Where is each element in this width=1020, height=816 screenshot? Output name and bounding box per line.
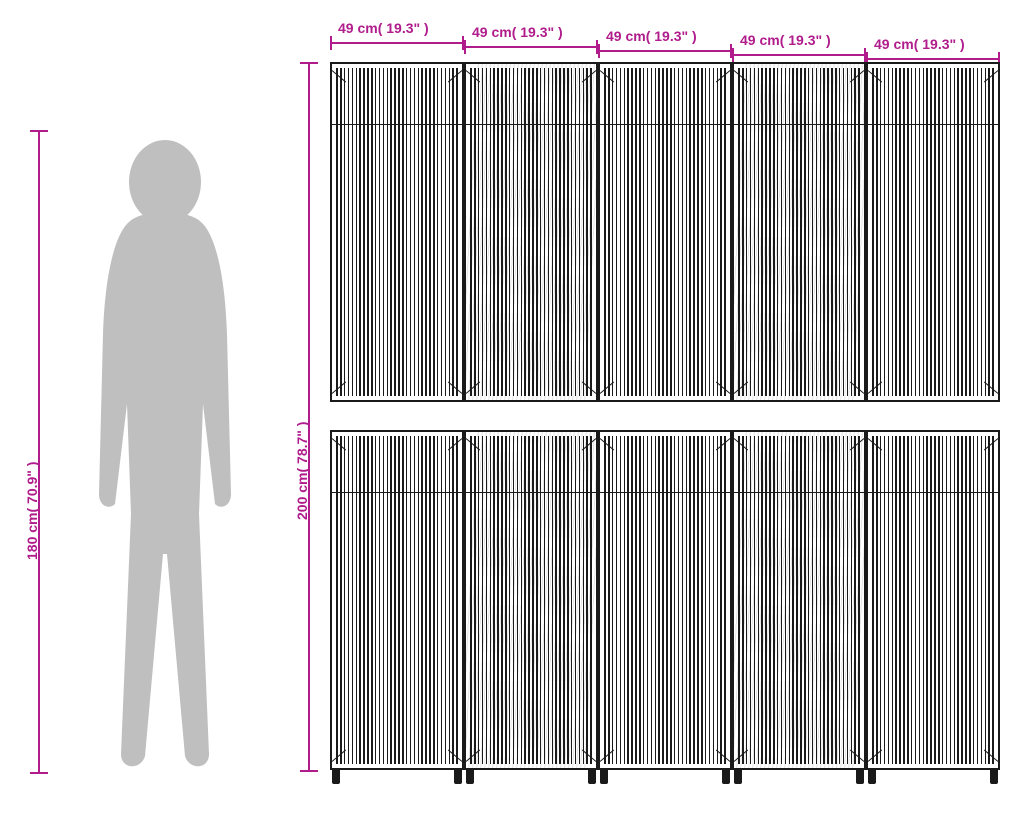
panel-leg	[588, 770, 596, 784]
divider-panel	[330, 430, 464, 770]
divider-panel-column	[598, 62, 732, 770]
divider-panel-column	[464, 62, 598, 770]
product-height-tick-bottom	[300, 770, 318, 772]
panel-width-tick	[330, 36, 332, 50]
panel-width-tick	[598, 44, 600, 58]
panel-slats	[868, 432, 998, 768]
human-silhouette	[60, 134, 270, 774]
panel-leg	[600, 770, 608, 784]
panel-slats	[868, 64, 998, 400]
panel-leg	[868, 770, 876, 784]
divider-panel	[866, 430, 1000, 770]
divider-panel	[330, 62, 464, 402]
panel-width-label: 49 cm( 19.3" )	[338, 20, 429, 36]
panel-slats	[332, 64, 462, 400]
panel-leg	[454, 770, 462, 784]
divider-panel-column	[330, 62, 464, 770]
panel-width-line	[866, 58, 1000, 60]
divider-panel-column	[866, 62, 1000, 770]
panel-width-tick	[732, 48, 734, 62]
panel-leg	[990, 770, 998, 784]
panel-width-label: 49 cm( 19.3" )	[740, 32, 831, 48]
human-height-line	[38, 130, 40, 774]
panel-width-line	[732, 54, 866, 56]
panel-width-label: 49 cm( 19.3" )	[874, 36, 965, 52]
panel-width-tick	[464, 40, 466, 54]
panel-slats	[332, 432, 462, 768]
panel-leg	[856, 770, 864, 784]
panel-leg	[332, 770, 340, 784]
divider-panel-column	[732, 62, 866, 770]
divider-panel	[598, 62, 732, 402]
divider-panel	[464, 430, 598, 770]
product-height-line	[308, 62, 310, 772]
panel-width-line	[330, 42, 464, 44]
divider-panel	[732, 62, 866, 402]
product-height-tick-top	[300, 62, 318, 64]
divider-panel	[464, 62, 598, 402]
divider-panel	[866, 62, 1000, 402]
diagram-canvas: 180 cm( 70.9" ) 200 cm( 78.7" ) 49 cm( 1…	[0, 0, 1020, 816]
panel-leg	[466, 770, 474, 784]
panel-slats	[600, 432, 730, 768]
human-height-tick-bottom	[30, 772, 48, 774]
panel-leg	[734, 770, 742, 784]
panel-slats	[600, 64, 730, 400]
panel-width-label: 49 cm( 19.3" )	[606, 28, 697, 44]
panel-slats	[466, 432, 596, 768]
room-divider	[330, 62, 1000, 770]
panel-slats	[466, 64, 596, 400]
divider-panel	[598, 430, 732, 770]
panel-width-line	[598, 50, 732, 52]
panel-width-label: 49 cm( 19.3" )	[472, 24, 563, 40]
panel-leg	[722, 770, 730, 784]
panel-slats	[734, 432, 864, 768]
panel-slats	[734, 64, 864, 400]
panel-width-line	[464, 46, 598, 48]
human-height-tick-top	[30, 130, 48, 132]
divider-panel	[732, 430, 866, 770]
